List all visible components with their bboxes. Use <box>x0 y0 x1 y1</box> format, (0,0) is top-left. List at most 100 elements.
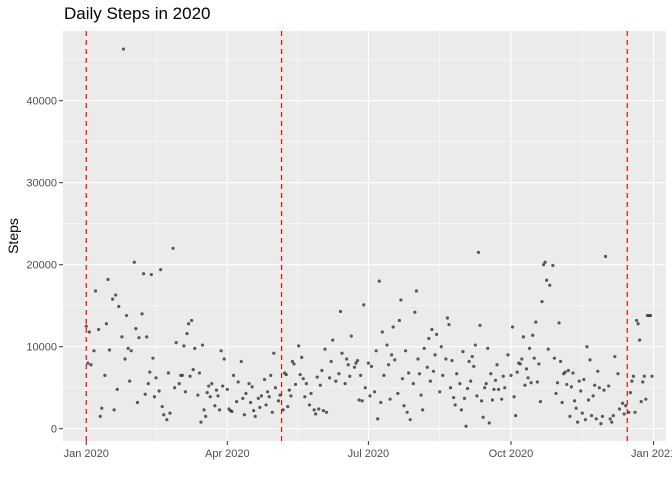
data-point <box>182 344 186 348</box>
data-point <box>545 278 549 282</box>
data-point <box>529 381 533 385</box>
data-point <box>535 380 539 384</box>
data-point <box>543 260 547 264</box>
data-point <box>576 420 580 424</box>
data-point <box>128 379 132 383</box>
data-point <box>328 376 332 380</box>
data-point <box>493 378 498 382</box>
data-point <box>231 373 236 377</box>
data-point <box>202 408 206 412</box>
data-point <box>379 400 383 405</box>
data-point <box>396 391 400 396</box>
data-point <box>149 272 153 277</box>
data-point <box>314 412 318 416</box>
data-point <box>478 323 482 327</box>
data-point <box>151 356 155 360</box>
data-point <box>569 385 574 389</box>
data-point <box>137 336 141 340</box>
data-point <box>363 386 367 390</box>
data-point <box>148 370 152 374</box>
data-point <box>140 312 144 316</box>
data-point <box>408 418 412 422</box>
data-point <box>372 390 377 394</box>
data-point <box>554 391 558 396</box>
data-point <box>264 403 268 407</box>
data-point <box>135 400 140 405</box>
data-point <box>317 407 321 411</box>
data-point <box>603 254 608 259</box>
data-point <box>417 372 422 376</box>
data-point <box>87 330 91 334</box>
data-point <box>166 371 171 375</box>
data-point <box>258 405 262 409</box>
data-point <box>84 324 88 328</box>
data-point <box>631 374 636 378</box>
data-point <box>540 300 544 304</box>
data-point <box>602 388 606 392</box>
data-point <box>315 375 319 379</box>
data-point <box>496 387 501 391</box>
data-point <box>329 359 333 364</box>
data-point <box>624 404 628 408</box>
data-point <box>591 394 595 398</box>
data-point <box>248 400 253 405</box>
data-point <box>594 417 598 421</box>
data-point <box>300 355 304 359</box>
data-point <box>557 321 561 325</box>
data-point <box>270 410 274 414</box>
data-point <box>324 410 329 414</box>
data-point <box>180 373 184 377</box>
y-tick-label: 10000 <box>26 342 57 354</box>
y-tick-label: 30000 <box>26 178 57 190</box>
data-point <box>616 372 620 376</box>
data-point <box>386 363 391 367</box>
data-point <box>171 246 175 250</box>
data-point <box>360 399 364 403</box>
y-axis-title: Steps <box>5 218 21 254</box>
data-point <box>297 344 301 348</box>
data-point <box>593 383 597 387</box>
data-point <box>107 348 112 352</box>
data-point <box>225 387 229 391</box>
data-point <box>346 363 350 367</box>
data-point <box>526 376 530 380</box>
data-point <box>633 410 637 414</box>
data-point <box>124 313 129 318</box>
data-point <box>472 364 476 368</box>
y-tick-label: 40000 <box>26 96 57 108</box>
data-point <box>337 372 341 376</box>
data-point <box>613 354 617 359</box>
data-point <box>431 369 436 373</box>
data-point <box>197 371 202 375</box>
data-point <box>555 381 560 385</box>
data-point <box>434 332 439 336</box>
data-point <box>523 383 527 387</box>
data-point <box>235 400 239 404</box>
data-point <box>121 47 126 51</box>
data-point <box>354 361 358 365</box>
data-point <box>438 390 442 394</box>
data-point <box>213 404 217 408</box>
data-point <box>479 399 484 403</box>
data-point <box>462 396 467 400</box>
data-point <box>388 397 392 401</box>
data-point <box>597 386 601 390</box>
data-point <box>630 379 634 383</box>
data-point <box>489 372 493 376</box>
data-point <box>452 395 456 400</box>
data-point <box>439 345 443 349</box>
data-point <box>286 404 290 409</box>
data-point <box>117 304 121 309</box>
data-point <box>465 386 470 391</box>
data-point <box>97 327 101 332</box>
data-point <box>214 388 219 392</box>
data-point <box>165 418 169 422</box>
data-point <box>193 346 197 350</box>
data-point <box>143 392 147 396</box>
data-point <box>276 399 281 403</box>
data-point <box>447 322 451 327</box>
data-point <box>583 418 587 422</box>
data-point <box>510 325 515 329</box>
data-point <box>611 413 615 418</box>
